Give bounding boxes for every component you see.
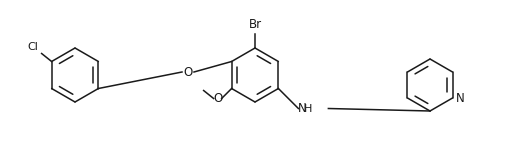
Text: N: N xyxy=(297,102,306,115)
Text: O: O xyxy=(213,92,222,105)
Text: Cl: Cl xyxy=(28,43,39,52)
Text: Br: Br xyxy=(248,18,262,31)
Text: H: H xyxy=(303,103,312,113)
Text: N: N xyxy=(456,91,464,104)
Text: O: O xyxy=(183,66,193,79)
